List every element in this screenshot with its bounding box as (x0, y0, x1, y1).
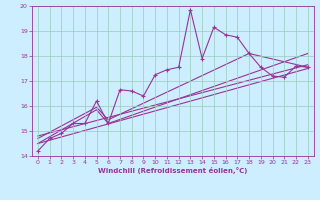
X-axis label: Windchill (Refroidissement éolien,°C): Windchill (Refroidissement éolien,°C) (98, 167, 247, 174)
